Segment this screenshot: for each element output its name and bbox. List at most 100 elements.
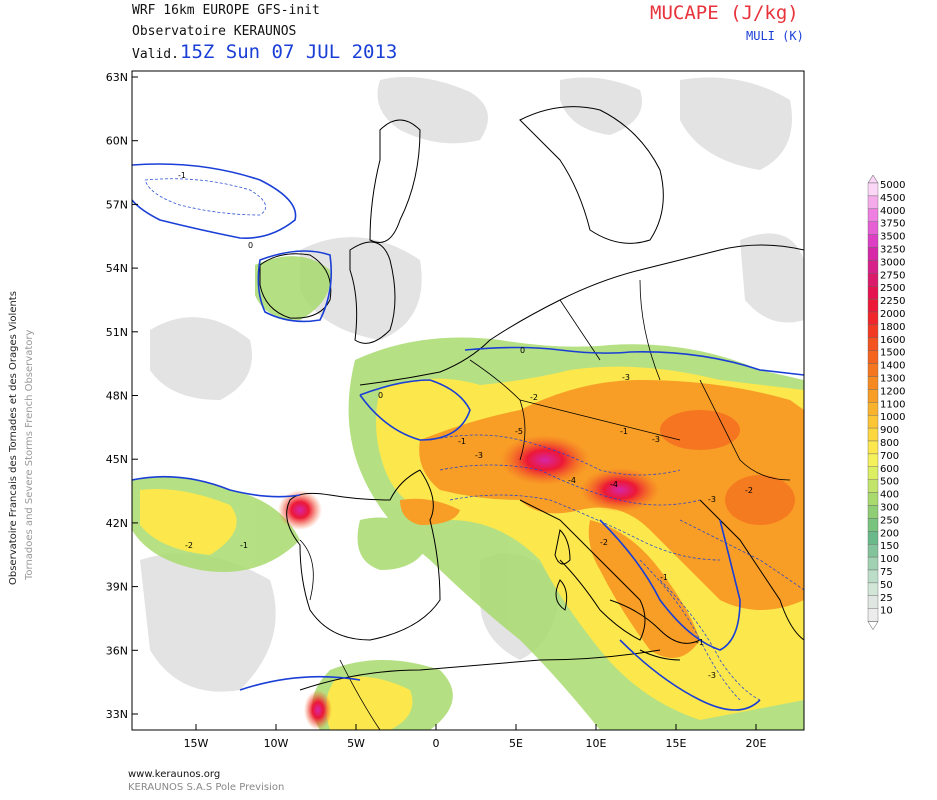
legend-swatch xyxy=(867,260,879,274)
organization-title: Observatoire KERAUNOS xyxy=(132,24,297,39)
legend-swatch xyxy=(867,544,879,558)
contour-label: -1 xyxy=(178,171,186,180)
lat-label: 60N xyxy=(106,135,128,148)
lat-label: 57N xyxy=(106,198,128,211)
legend-swatch xyxy=(867,221,879,235)
legend-swatch xyxy=(867,518,879,532)
legend-label: 250 xyxy=(880,515,899,526)
legend-swatch xyxy=(867,298,879,313)
contour-label: -1 xyxy=(660,573,668,582)
legend-swatch xyxy=(867,440,879,455)
lat-label: 51N xyxy=(106,326,128,339)
lat-label: 54N xyxy=(106,262,128,275)
lat-label: 63N xyxy=(106,71,128,84)
legend-swatch xyxy=(867,466,879,480)
legend-label: 4000 xyxy=(880,206,905,217)
contour-label: -3 xyxy=(708,495,716,504)
legend-label: 25 xyxy=(880,593,893,604)
legend-label: 50 xyxy=(880,580,893,591)
contour-label: -2 xyxy=(600,538,608,547)
contour-label: -5 xyxy=(515,427,523,436)
legend-label: 2750 xyxy=(880,270,905,281)
legend-label: 600 xyxy=(880,464,899,475)
latitude-axis: 63N 60N 57N 54N 51N 48N 45N 42N 39N 36N 33N xyxy=(106,71,138,721)
legend-label: 3500 xyxy=(880,232,905,243)
legend-swatch xyxy=(867,453,879,467)
legend-label: 200 xyxy=(880,528,899,539)
legend-swatch xyxy=(867,337,879,351)
legend-swatch xyxy=(867,427,879,442)
legend-label: 1500 xyxy=(880,348,905,359)
contour-label: -1 xyxy=(458,437,466,446)
lon-label: 10W xyxy=(264,737,289,750)
variable-title: MUCAPE (J/kg) xyxy=(650,2,799,24)
legend-swatch xyxy=(867,556,879,571)
legend-swatch xyxy=(867,569,879,584)
legend-label: 1100 xyxy=(880,399,905,410)
legend-label: 2250 xyxy=(880,296,905,307)
legend-swatch xyxy=(867,182,879,197)
legend-swatch xyxy=(867,505,879,519)
legend-bottom-arrow xyxy=(867,621,879,631)
lat-label: 42N xyxy=(106,517,128,530)
variable-subtitle: MULI (K) xyxy=(746,29,804,43)
contour-label: -4 xyxy=(568,476,576,485)
legend-swatch xyxy=(867,531,879,545)
legend-label: 1200 xyxy=(880,386,905,397)
legend-label: 400 xyxy=(880,490,899,501)
legend-swatch xyxy=(867,582,879,597)
legend-swatch xyxy=(867,415,879,429)
contour-label: 0 xyxy=(378,391,383,400)
footer-company: KERAUNOS S.A.S Pole Prevision xyxy=(128,782,285,793)
legend-label: 4500 xyxy=(880,193,905,204)
contour-label: -3 xyxy=(622,373,630,382)
legend-swatch xyxy=(867,608,879,622)
legend-label: 10 xyxy=(880,606,893,617)
contour-label: -3 xyxy=(652,435,660,444)
legend-swatch xyxy=(867,363,879,377)
legend-swatch xyxy=(867,376,879,390)
legend-swatch xyxy=(867,324,879,338)
contour-labels: -1 0 -2 -3 -4 -5 -1 0 -2 -3 -1 -4 -3 -2 … xyxy=(178,171,753,680)
legend-swatch xyxy=(867,234,879,248)
contour-label: -2 xyxy=(530,393,538,402)
contour-label: -2 xyxy=(185,541,193,550)
legend-label: 1600 xyxy=(880,335,905,346)
contour-label: -3 xyxy=(708,671,716,680)
legend-label: 800 xyxy=(880,438,899,449)
contour-label: -1 xyxy=(240,541,248,550)
legend-swatch xyxy=(867,389,879,403)
legend-label: 1800 xyxy=(880,322,905,333)
longitude-axis: 15W 10W 5W 0 5E 10E 15E 20E xyxy=(184,724,767,750)
legend-swatch xyxy=(867,595,879,609)
legend-label: 300 xyxy=(880,503,899,514)
lat-label: 36N xyxy=(106,644,128,657)
lon-label: 15W xyxy=(184,737,209,750)
legend-label: 75 xyxy=(880,567,893,578)
contour-label: -1 xyxy=(620,427,628,436)
lon-label: 0 xyxy=(433,737,440,750)
legend-label: 1400 xyxy=(880,361,905,372)
contour-label: 0 xyxy=(248,241,253,250)
lat-label: 39N xyxy=(106,581,128,594)
map-field: -1 0 -2 -3 -4 -5 -1 0 -2 -3 -1 -4 -3 -2 … xyxy=(132,71,804,730)
contour-label: -3 xyxy=(475,451,483,460)
legend-label: 2500 xyxy=(880,283,905,294)
legend-label: 1300 xyxy=(880,374,905,385)
model-title: WRF 16km EUROPE GFS-init xyxy=(132,3,320,18)
valid-time: 15Z Sun 07 JUL 2013 xyxy=(180,41,398,63)
muli-contours xyxy=(132,163,804,711)
legend-label: 2000 xyxy=(880,309,905,320)
legend-swatch xyxy=(867,273,879,287)
legend-label: 900 xyxy=(880,425,899,436)
legend-label: 3250 xyxy=(880,245,905,256)
legend-swatch xyxy=(867,208,879,222)
legend-swatch xyxy=(867,195,879,209)
lat-label: 48N xyxy=(106,390,128,403)
legend-top-arrow xyxy=(867,174,879,184)
legend-swatch xyxy=(867,479,879,493)
legend-label: 700 xyxy=(880,451,899,462)
lon-label: 10E xyxy=(586,737,607,750)
